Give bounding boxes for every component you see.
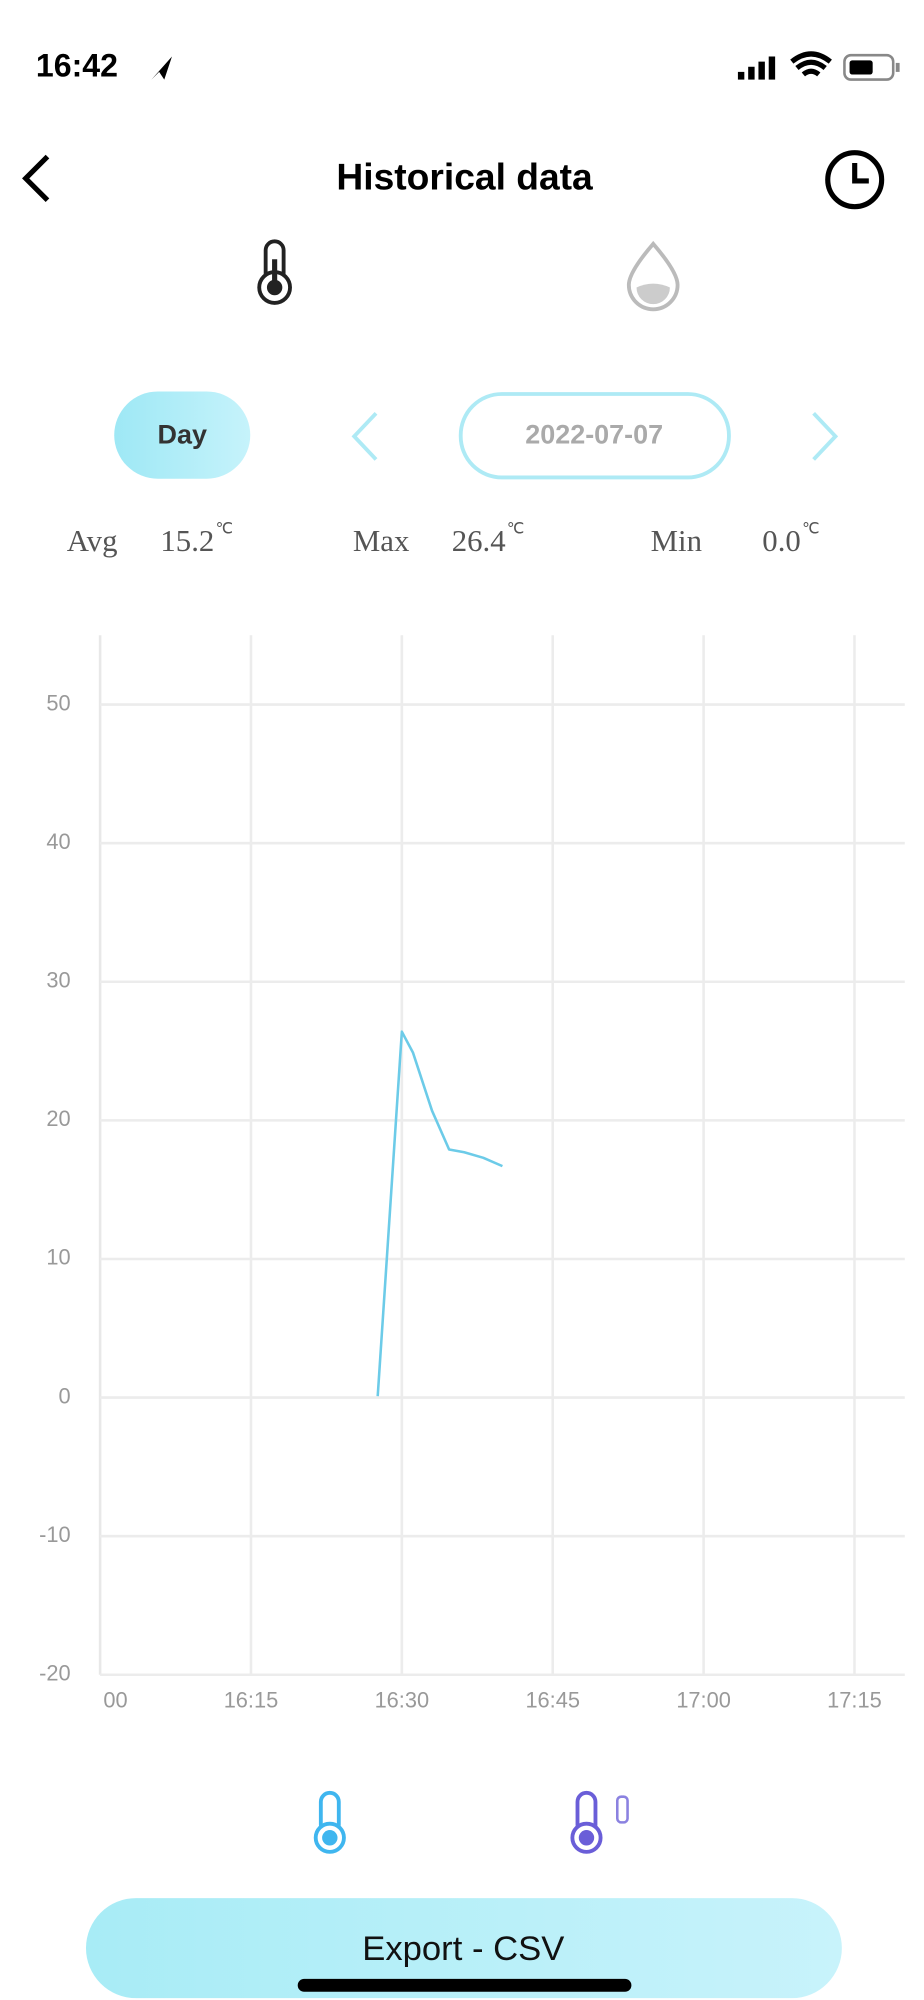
x-tick-label: 17:00 [676,1687,731,1712]
stat-value: 0.0 [762,524,801,558]
stat-label: Max [353,524,410,558]
signal-icon [737,56,776,80]
date-picker[interactable] [458,392,731,480]
page-title: Historical data [336,156,593,198]
y-tick-label: 20 [46,1106,70,1131]
temp-sensor-icon[interactable] [313,1790,346,1854]
x-tick-label: 16:15 [224,1687,279,1712]
stat-label: Avg [67,524,118,558]
x-tick-label: 17:15 [827,1687,882,1712]
back-button[interactable] [22,154,50,203]
data-line [376,1030,503,1397]
export-button[interactable] [85,1898,842,1999]
history-button[interactable] [825,150,885,210]
wifi-icon [790,51,832,77]
stat-unit: ℃ [507,521,524,538]
stat-unit: ℃ [216,521,233,538]
y-tick-label: -10 [39,1522,71,1547]
temperature-tab[interactable] [257,239,292,305]
next-button[interactable] [812,411,839,461]
date-label: 2022-07-07 [525,419,663,449]
y-tick-label: 0 [58,1383,70,1408]
humidity-tab[interactable] [626,240,680,312]
stat-label: Min [651,524,702,558]
y-tick-label: 50 [46,690,70,715]
prev-button[interactable] [351,411,378,461]
x-tick-label: 00 [103,1687,127,1712]
x-tick-label: 16:45 [525,1687,580,1712]
day-label: Day [158,419,207,449]
probe-sensor-icon[interactable] [570,1790,629,1854]
status-time: 16:42 [36,48,118,84]
home-indicator [297,1978,632,1992]
export-label: Export - CSV [362,1930,564,1968]
day-button[interactable] [114,391,251,479]
battery-icon [843,53,900,81]
y-tick-label: 10 [46,1245,70,1270]
stat-unit: ℃ [802,521,819,538]
location-icon [151,56,172,80]
y-tick-label: 30 [46,968,70,993]
y-tick-label: -20 [39,1661,71,1686]
stat-value: 26.4 [452,524,506,558]
stat-value: 15.2 [160,524,214,558]
y-tick-label: 40 [46,829,70,854]
x-tick-label: 16:30 [375,1687,430,1712]
